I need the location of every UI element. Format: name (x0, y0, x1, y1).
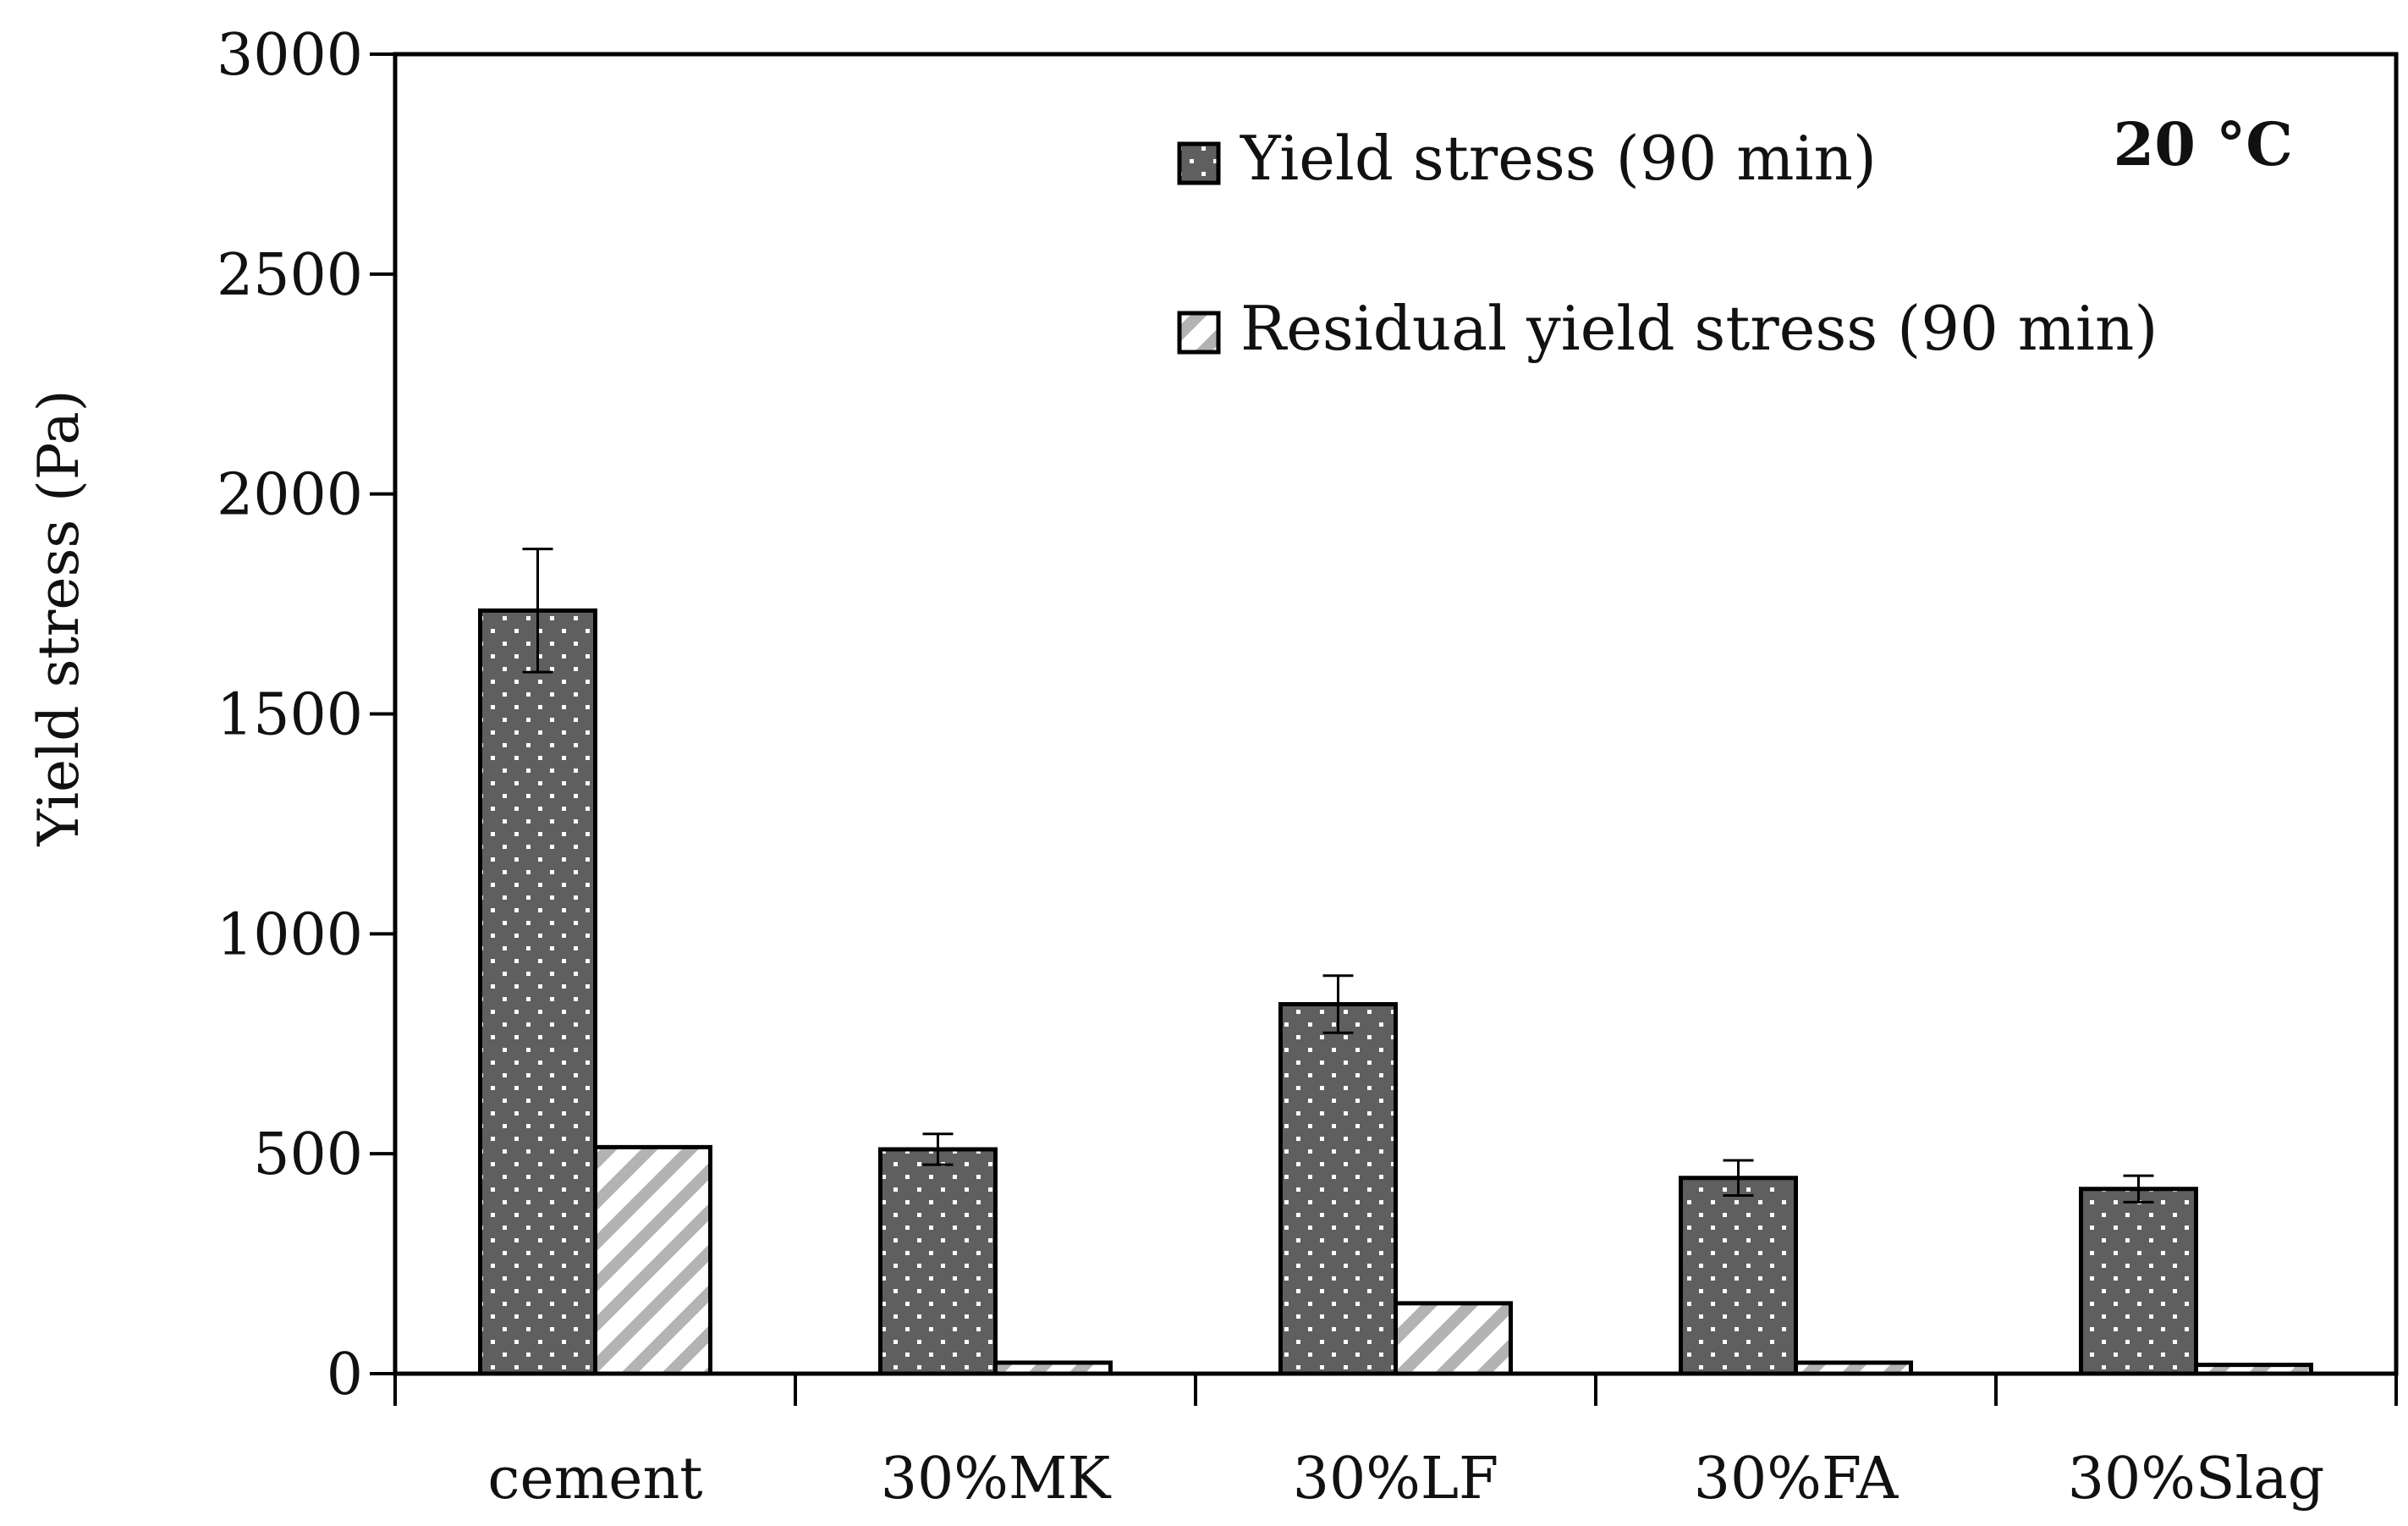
y-tick-label: 0 (327, 1341, 363, 1408)
temperature-annotation: 20 °C (2114, 109, 2294, 179)
bar-yield-stress (1679, 1176, 1798, 1376)
x-tick-label: 30%MK (881, 1446, 1112, 1512)
y-tick-label: 2500 (217, 242, 363, 309)
legend: Yield stress (90 min) Residual yield str… (1177, 123, 2158, 364)
legend-label-residual-yield-stress: Residual yield stress (90 min) (1240, 293, 2158, 364)
y-tick-label: 500 (253, 1121, 363, 1188)
bar-yield-stress (878, 1147, 998, 1376)
y-tick-label: 1500 (217, 682, 363, 749)
legend-swatch-residual-yield-stress (1177, 311, 1221, 355)
bar-yield-stress (2079, 1187, 2198, 1376)
x-tick-label: 30%FA (1694, 1446, 1899, 1512)
bar-yield-stress (478, 608, 597, 1376)
y-tick-label: 2000 (217, 462, 363, 529)
legend-label-yield-stress: Yield stress (90 min) (1240, 123, 1877, 194)
y-axis-title: Yield stress (Pa) (26, 390, 91, 847)
legend-swatch-yield-stress (1177, 141, 1221, 185)
bar-group (478, 608, 2313, 1376)
bar-residual-yield-stress (2194, 1363, 2313, 1376)
bar-residual-yield-stress (993, 1360, 1113, 1376)
x-tick-label: 30%Slag (2068, 1446, 2325, 1512)
y-tick-label: 3000 (217, 22, 363, 89)
axes: 0 500 1000 1500 2000 2500 3000 cement 30%MK 30%LF… (217, 22, 2398, 1512)
bar-residual-yield-stress (593, 1144, 712, 1376)
bar-residual-yield-stress (1394, 1301, 1513, 1376)
bar-residual-yield-stress (1794, 1360, 1913, 1376)
x-tick-label: 30%LF (1293, 1446, 1498, 1512)
y-tick-label: 1000 (217, 901, 363, 968)
error-bar-group (522, 548, 2154, 1204)
x-tick-label: cement (487, 1446, 702, 1512)
bar-yield-stress (1278, 1001, 1398, 1376)
